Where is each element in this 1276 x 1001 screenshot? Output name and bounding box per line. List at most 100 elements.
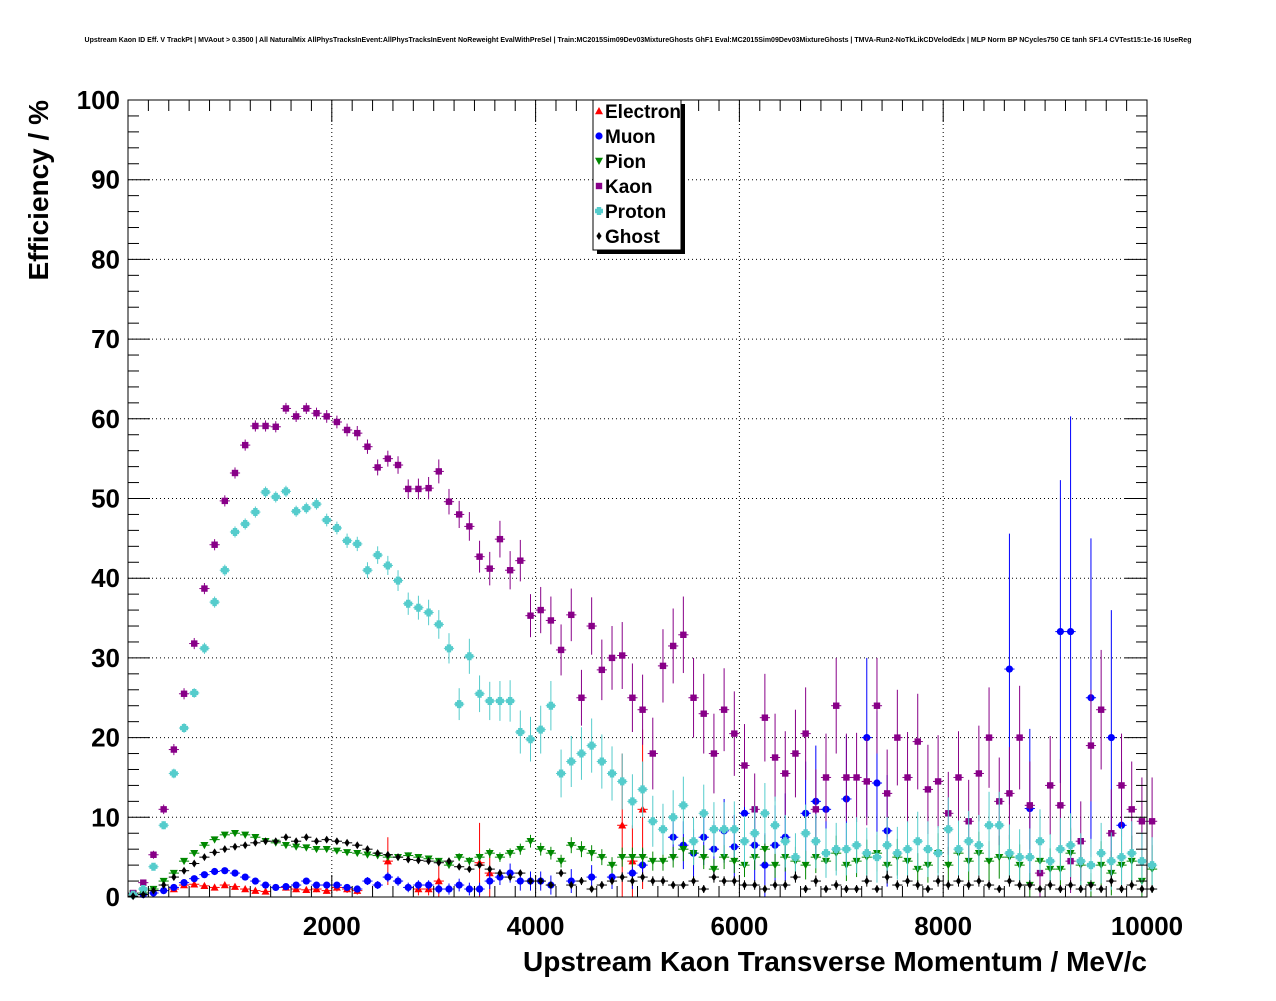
data-point	[752, 881, 758, 890]
data-point	[679, 801, 688, 810]
data-point	[526, 838, 535, 846]
data-point	[721, 877, 727, 886]
data-point	[242, 841, 248, 850]
legend-item-ghost: Ghost	[596, 227, 661, 248]
data-point	[1118, 885, 1125, 894]
data-point	[741, 762, 748, 769]
data-point	[1127, 849, 1136, 858]
data-point	[1097, 849, 1106, 858]
data-point	[191, 640, 198, 647]
data-point	[1017, 881, 1023, 890]
data-point	[333, 881, 341, 889]
data-point	[853, 774, 860, 781]
data-point	[455, 881, 463, 889]
data-point	[536, 845, 545, 854]
data-point	[435, 885, 443, 893]
data-point	[791, 853, 800, 862]
data-point	[374, 881, 382, 889]
data-point	[231, 869, 239, 877]
data-point	[353, 539, 362, 548]
data-point	[587, 741, 596, 750]
data-point	[251, 877, 259, 885]
data-point	[445, 498, 453, 505]
x-tick-label: 8000	[914, 911, 972, 941]
data-point	[344, 838, 350, 847]
data-point	[1118, 782, 1125, 789]
data-point	[516, 845, 525, 854]
data-point	[516, 877, 524, 885]
data-point	[394, 461, 402, 469]
data-point	[1047, 881, 1053, 890]
series-proton	[128, 485, 1158, 899]
data-point	[577, 845, 586, 854]
legend-label: Proton	[605, 202, 666, 223]
data-point	[1015, 853, 1024, 862]
data-point	[1005, 665, 1014, 673]
data-point	[140, 879, 147, 886]
data-point	[425, 484, 432, 492]
data-point	[506, 567, 514, 574]
data-point	[597, 757, 606, 766]
y-tick-label: 90	[91, 165, 120, 195]
data-point	[823, 885, 829, 894]
data-point	[262, 422, 269, 430]
data-point	[282, 405, 290, 412]
data-point	[658, 857, 667, 866]
data-point	[171, 873, 177, 882]
data-point	[843, 774, 850, 781]
data-point	[862, 849, 871, 858]
data-point	[343, 426, 351, 434]
data-point	[414, 881, 423, 889]
data-point	[628, 853, 637, 862]
data-point	[578, 877, 585, 886]
legend-label: Ghost	[605, 227, 661, 248]
data-point	[1138, 818, 1146, 825]
data-point	[813, 877, 819, 886]
data-point	[619, 652, 626, 659]
data-point	[546, 849, 555, 858]
data-point	[985, 821, 994, 830]
data-point	[741, 881, 748, 890]
data-point	[709, 865, 718, 874]
data-point	[608, 769, 617, 778]
data-point	[159, 821, 168, 830]
data-point	[405, 485, 412, 493]
data-point	[935, 877, 941, 886]
data-point	[292, 413, 300, 420]
data-point	[883, 790, 891, 797]
data-point	[160, 887, 168, 895]
data-point	[273, 837, 279, 846]
data-point	[190, 880, 199, 888]
data-point	[424, 608, 433, 617]
data-point	[241, 520, 250, 529]
y-tick-label: 100	[77, 85, 120, 115]
data-point	[485, 696, 494, 705]
data-point	[761, 714, 769, 721]
data-point	[332, 523, 341, 532]
data-point	[1148, 861, 1157, 870]
data-point	[414, 603, 423, 612]
data-point	[374, 464, 381, 471]
data-point	[436, 858, 442, 867]
data-point	[699, 809, 708, 818]
data-point	[760, 809, 769, 818]
data-point	[608, 861, 617, 870]
data-point	[354, 841, 360, 850]
data-point	[701, 885, 707, 894]
data-point	[1149, 885, 1155, 894]
data-point	[985, 857, 994, 866]
data-point	[1129, 881, 1135, 890]
data-point	[1036, 837, 1045, 846]
data-point	[864, 877, 870, 886]
data-point	[680, 631, 687, 638]
data-point	[832, 845, 841, 854]
data-point	[1046, 782, 1054, 789]
data-point	[363, 566, 372, 575]
data-point	[241, 441, 249, 449]
legend-item-electron: Electron	[595, 102, 681, 123]
data-point	[272, 883, 280, 892]
data-point	[802, 730, 809, 737]
data-point	[1139, 885, 1145, 894]
